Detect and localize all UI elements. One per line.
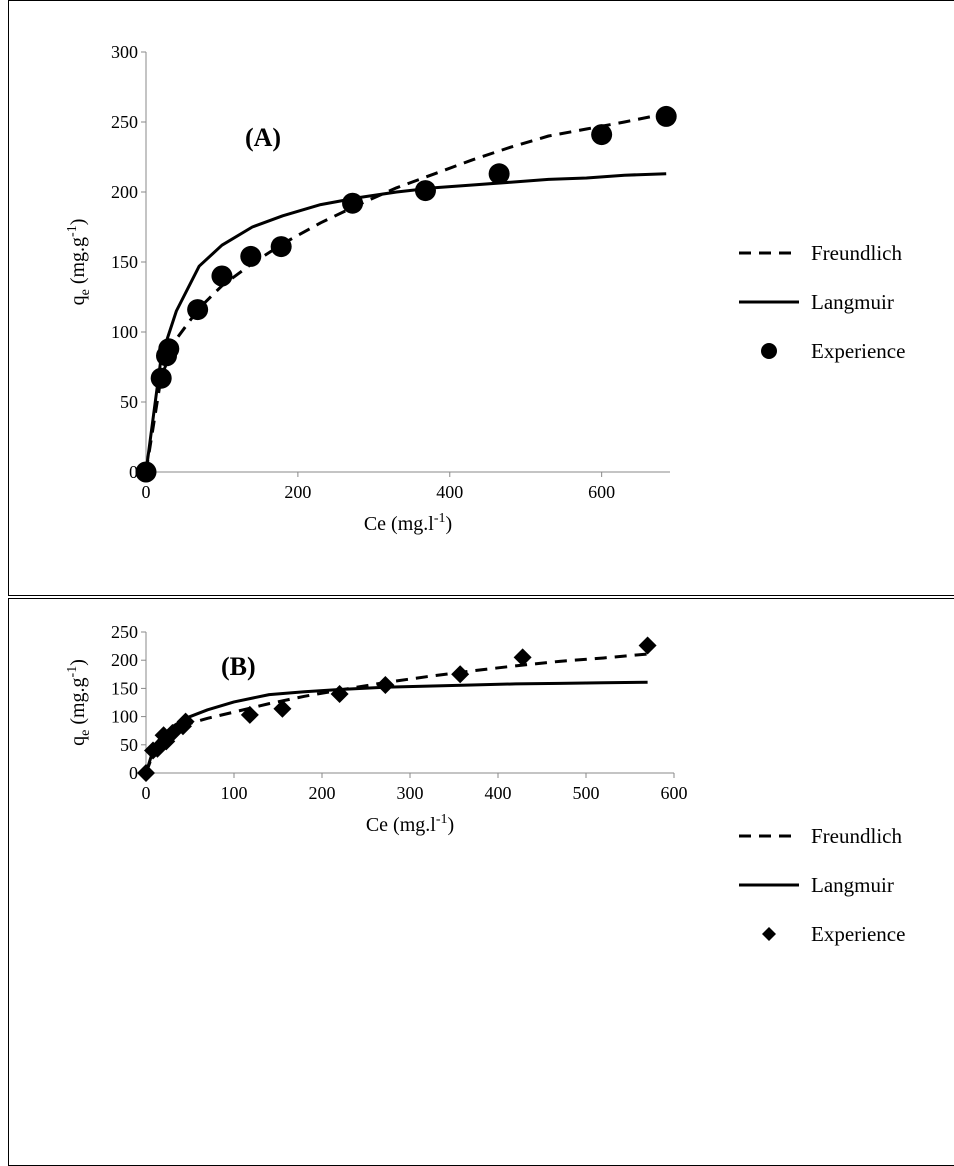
x-tick-label: 300: [397, 783, 424, 803]
data-point-experience: [163, 723, 182, 742]
x-tick-label: 600: [588, 482, 615, 502]
y-tick-label: 200: [111, 182, 138, 202]
chart-a-svg: 0 50 100 150 200 250 300 0 200 400 600 Ce (mg.l-1) q…: [65, 42, 905, 535]
data-point-experience: [655, 105, 677, 127]
data-point-experience: [638, 636, 657, 655]
y-axis-title: qe (mg.g-1): [65, 219, 93, 306]
data-point-experience: [148, 739, 167, 758]
legend-label-experience: Experience: [811, 339, 905, 363]
y-tick-label: 100: [111, 707, 138, 727]
data-point-experience: [187, 299, 209, 321]
data-point-experience: [591, 124, 613, 146]
x-tick-label: 0: [142, 482, 151, 502]
y-tick-label: 150: [111, 252, 138, 272]
chart-panel-b: 0 50 100 150 200 250 0 100 200 300 400 500 600 Ce (mg…: [8, 598, 954, 1166]
legend-label-freundlich: Freundlich: [811, 824, 902, 848]
data-point-experience: [376, 676, 395, 695]
x-tick-label: 500: [573, 783, 600, 803]
series-line-langmuir: [144, 172, 667, 473]
data-point-experience: [135, 461, 157, 483]
x-tick-label: 100: [221, 783, 248, 803]
data-point-experience: [342, 192, 364, 214]
legend-label-langmuir: Langmuir: [811, 290, 894, 314]
y-tick-label: 0: [129, 763, 138, 783]
series-line-freundlich: [144, 112, 667, 473]
data-point-experience: [488, 163, 510, 185]
x-tick-label: 200: [284, 482, 311, 502]
legend-label-langmuir: Langmuir: [811, 873, 894, 897]
data-point-experience: [513, 648, 532, 667]
data-point-experience: [240, 245, 262, 267]
chart-b-svg: 0 50 100 150 200 250 0 100 200 300 400 500 600 Ce (mg…: [65, 622, 905, 946]
y-tick-label: 300: [111, 42, 138, 62]
y-axis-title: qe (mg.g-1): [65, 659, 93, 746]
data-point-experience: [273, 699, 292, 718]
legend-label-experience: Experience: [811, 922, 905, 946]
y-tick-label: 50: [120, 735, 138, 755]
x-tick-label: 0: [142, 783, 151, 803]
y-tick-label: 200: [111, 650, 138, 670]
x-axis-title: Ce (mg.l-1): [366, 812, 454, 836]
data-point-experience: [176, 712, 195, 731]
x-tick-label: 600: [661, 783, 688, 803]
y-tick-label: 100: [111, 322, 138, 342]
data-point-experience: [150, 367, 172, 389]
panel-label: (B): [221, 652, 256, 681]
y-tick-label: 250: [111, 112, 138, 132]
y-tick-label: 150: [111, 678, 138, 698]
data-point-experience: [414, 180, 436, 202]
legend-marker-experience: [762, 927, 776, 941]
data-point-experience: [330, 685, 349, 704]
y-tick-label: 250: [111, 622, 138, 642]
y-tick-label: 0: [129, 462, 138, 482]
series-line-freundlich: [144, 652, 648, 774]
data-point-experience: [211, 265, 233, 287]
y-tick-label: 50: [120, 392, 138, 412]
data-point-experience: [451, 665, 470, 684]
data-point-experience: [240, 705, 259, 724]
data-point-experience: [158, 338, 180, 360]
x-tick-label: 200: [309, 783, 336, 803]
x-tick-label: 400: [485, 783, 512, 803]
x-tick-label: 400: [436, 482, 463, 502]
x-axis-title: Ce (mg.l-1): [364, 511, 452, 535]
chart-panel-a: 0 50 100 150 200 250 300 0 200 400 600 Ce (mg.l-1) q…: [8, 0, 954, 596]
data-point-experience: [270, 236, 292, 258]
legend-marker-experience: [761, 343, 777, 359]
panel-label: (A): [245, 123, 281, 152]
data-point-experience: [137, 764, 155, 782]
series-line-langmuir: [144, 680, 648, 774]
legend-label-freundlich: Freundlich: [811, 241, 902, 265]
